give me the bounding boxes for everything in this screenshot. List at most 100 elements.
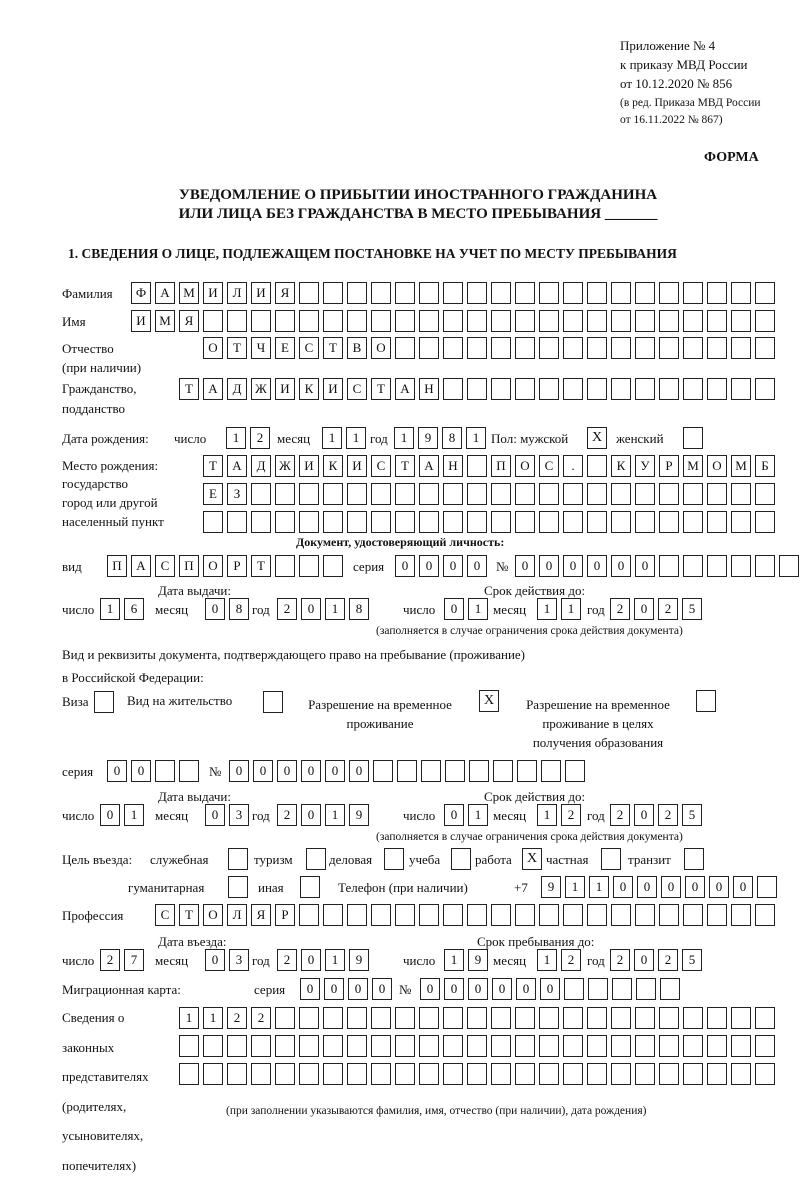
cell[interactable]	[731, 555, 751, 577]
cell[interactable]: 0	[492, 978, 512, 1000]
cell[interactable]	[731, 904, 751, 926]
cell[interactable]	[515, 337, 535, 359]
cell[interactable]	[707, 310, 727, 332]
cell[interactable]	[275, 1007, 295, 1029]
cell[interactable]	[755, 555, 775, 577]
cell[interactable]: И	[347, 455, 367, 477]
cell[interactable]: Ф	[131, 282, 151, 304]
cell[interactable]	[563, 378, 583, 400]
cell[interactable]	[587, 310, 607, 332]
cell[interactable]	[371, 282, 391, 304]
cell[interactable]: 2	[561, 804, 581, 826]
cell[interactable]: 0	[100, 804, 120, 826]
purpose-tourism-checkbox[interactable]	[306, 848, 326, 870]
cell[interactable]: Л	[227, 904, 247, 926]
cell[interactable]: Т	[371, 378, 391, 400]
cell[interactable]: О	[203, 904, 223, 926]
cell[interactable]: 2	[610, 598, 630, 620]
cell[interactable]	[755, 1007, 775, 1029]
cell[interactable]	[683, 1063, 703, 1085]
cell[interactable]	[683, 337, 703, 359]
cell[interactable]	[275, 1063, 295, 1085]
cell[interactable]	[467, 1035, 487, 1057]
cell[interactable]	[491, 1007, 511, 1029]
cell[interactable]: 0	[611, 555, 631, 577]
cell[interactable]	[635, 1035, 655, 1057]
cell[interactable]: 2	[100, 949, 120, 971]
cell[interactable]	[635, 511, 655, 533]
cell[interactable]	[659, 483, 679, 505]
cell[interactable]: 2	[277, 804, 297, 826]
cell[interactable]: 0	[205, 804, 225, 826]
cell[interactable]: 1	[100, 598, 120, 620]
cell[interactable]	[419, 310, 439, 332]
cell[interactable]	[275, 310, 295, 332]
cell[interactable]	[515, 483, 535, 505]
cell[interactable]	[467, 483, 487, 505]
cell[interactable]	[755, 282, 775, 304]
cell[interactable]	[539, 511, 559, 533]
cell[interactable]	[779, 555, 799, 577]
cell[interactable]: 2	[658, 598, 678, 620]
cell[interactable]: 0	[349, 760, 369, 782]
cell[interactable]	[515, 511, 535, 533]
cell[interactable]	[563, 1007, 583, 1029]
cell[interactable]: С	[299, 337, 319, 359]
cell[interactable]	[611, 310, 631, 332]
cell[interactable]	[683, 378, 703, 400]
cell[interactable]: 2	[277, 949, 297, 971]
cell[interactable]	[731, 511, 751, 533]
cell[interactable]	[419, 337, 439, 359]
cell[interactable]	[611, 337, 631, 359]
cell[interactable]	[707, 1063, 727, 1085]
cell[interactable]	[635, 483, 655, 505]
cell[interactable]	[587, 337, 607, 359]
cell[interactable]	[659, 310, 679, 332]
cell[interactable]	[755, 310, 775, 332]
cell[interactable]: 0	[253, 760, 273, 782]
cell[interactable]	[683, 310, 703, 332]
cell[interactable]	[563, 310, 583, 332]
cell[interactable]: А	[395, 378, 415, 400]
cell[interactable]	[419, 904, 439, 926]
cell[interactable]: 2	[227, 1007, 247, 1029]
cell[interactable]: 0	[325, 760, 345, 782]
cell[interactable]	[467, 455, 487, 477]
cell[interactable]	[541, 760, 561, 782]
cell[interactable]	[515, 378, 535, 400]
cell[interactable]: 3	[229, 804, 249, 826]
cell[interactable]: 0	[634, 804, 654, 826]
cell[interactable]: С	[347, 378, 367, 400]
cell[interactable]: 1	[322, 427, 342, 449]
cell[interactable]	[299, 1035, 319, 1057]
cell[interactable]: Н	[419, 378, 439, 400]
cell[interactable]	[517, 760, 537, 782]
cell[interactable]	[421, 760, 441, 782]
cell[interactable]: С	[539, 455, 559, 477]
cell[interactable]: Т	[227, 337, 247, 359]
cell[interactable]	[563, 904, 583, 926]
cell[interactable]	[659, 282, 679, 304]
cell[interactable]	[659, 337, 679, 359]
cell[interactable]: 2	[251, 1007, 271, 1029]
cell[interactable]: Т	[395, 455, 415, 477]
cell[interactable]: 0	[635, 555, 655, 577]
cell[interactable]	[659, 904, 679, 926]
cell[interactable]	[563, 1035, 583, 1057]
cell[interactable]: 8	[442, 427, 462, 449]
cell[interactable]: 0	[661, 876, 681, 898]
cell[interactable]	[563, 282, 583, 304]
cell[interactable]: 1	[468, 598, 488, 620]
cell[interactable]	[636, 978, 656, 1000]
cell[interactable]: С	[155, 555, 175, 577]
cell[interactable]	[755, 378, 775, 400]
cell[interactable]	[611, 282, 631, 304]
cell[interactable]	[539, 904, 559, 926]
cell[interactable]: 1	[537, 804, 557, 826]
cell[interactable]	[467, 1007, 487, 1029]
cell[interactable]	[683, 282, 703, 304]
cell[interactable]	[371, 310, 391, 332]
cell[interactable]: М	[731, 455, 751, 477]
cell[interactable]	[395, 1035, 415, 1057]
cell[interactable]	[660, 978, 680, 1000]
